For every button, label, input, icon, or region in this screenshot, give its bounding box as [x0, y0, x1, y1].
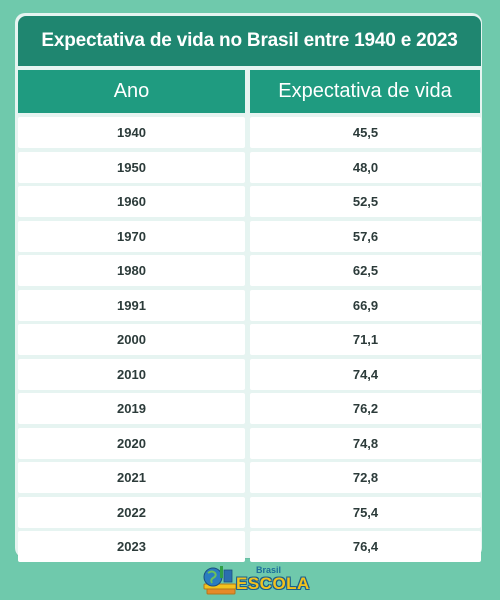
cell-life-expectancy: 76,4	[250, 531, 481, 562]
cell-life-expectancy: 74,8	[250, 427, 481, 459]
logo-word-escola: ESCOLA	[236, 574, 310, 593]
table-row: 1960 52,5	[18, 186, 481, 217]
table-row: 1991 66,9	[18, 289, 481, 321]
cell-life-expectancy: 66,9	[250, 289, 481, 321]
table-row: 2023 76,4	[18, 531, 481, 562]
table-row: 2010 74,4	[18, 358, 481, 390]
cell-year: 1950	[18, 151, 245, 183]
table-row: 1970 57,6	[18, 220, 481, 252]
cell-year: 1940	[18, 117, 245, 148]
cell-life-expectancy: 48,0	[250, 151, 481, 183]
brasil-escola-logo: Brasil ESCOLA	[198, 562, 310, 596]
column-header-year: Ano	[18, 70, 245, 113]
cell-life-expectancy: 76,2	[250, 393, 481, 424]
cell-year: 2019	[18, 393, 245, 424]
cell-year: 1960	[18, 186, 245, 217]
cell-year: 2010	[18, 358, 245, 390]
cell-life-expectancy: 57,6	[250, 220, 481, 252]
cell-year: 1970	[18, 220, 245, 252]
table-row: 2019 76,2	[18, 393, 481, 424]
cell-year: 2022	[18, 496, 245, 528]
cell-life-expectancy: 62,5	[250, 255, 481, 286]
table-row: 2022 75,4	[18, 496, 481, 528]
cell-year: 2000	[18, 324, 245, 355]
cell-year: 1991	[18, 289, 245, 321]
logo-word-brasil: Brasil	[256, 565, 282, 575]
table-body: 1940 45,5 1950 48,0 1960 52,5 1970 57,6 1980 62,5…	[18, 117, 481, 566]
cell-life-expectancy: 45,5	[250, 117, 481, 148]
table-row: 2020 74,8	[18, 427, 481, 459]
cell-year: 2020	[18, 427, 245, 459]
cell-life-expectancy: 72,8	[250, 462, 481, 493]
table-row: 2000 71,1	[18, 324, 481, 355]
cell-year: 1980	[18, 255, 245, 286]
table-row: 1950 48,0	[18, 151, 481, 183]
table-row: 1940 45,5	[18, 117, 481, 148]
table-title: Expectativa de vida no Brasil entre 1940…	[18, 16, 481, 66]
column-header-life-expectancy: Expectativa de vida	[250, 70, 480, 113]
globe-books-icon	[203, 566, 237, 595]
cell-life-expectancy: 75,4	[250, 496, 481, 528]
cell-life-expectancy: 74,4	[250, 358, 481, 390]
cell-life-expectancy: 52,5	[250, 186, 481, 217]
cell-year: 2023	[18, 531, 245, 562]
cell-year: 2021	[18, 462, 245, 493]
table-row: 2021 72,8	[18, 462, 481, 493]
cell-life-expectancy: 71,1	[250, 324, 481, 355]
table-row: 1980 62,5	[18, 255, 481, 286]
